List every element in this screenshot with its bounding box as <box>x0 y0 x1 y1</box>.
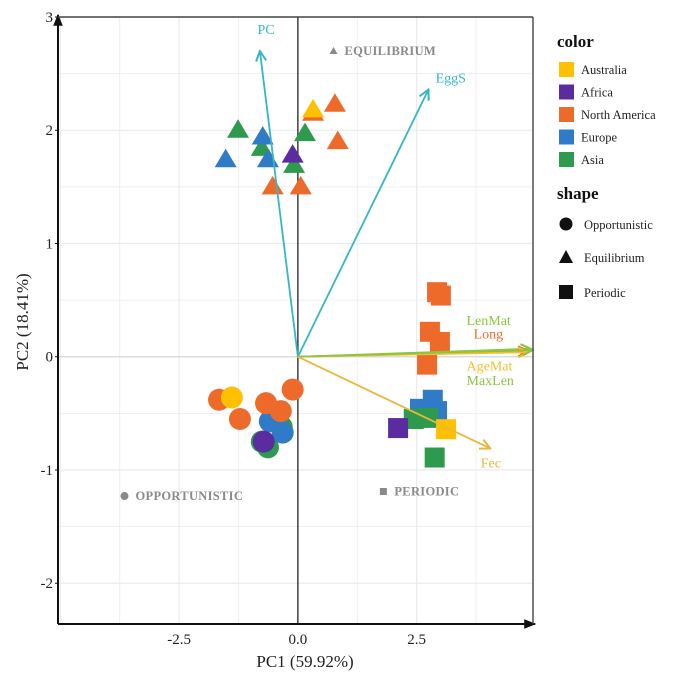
legend-swatch-europe <box>559 129 574 145</box>
annotation-label: EQUILIBRIUM <box>345 44 437 58</box>
legend-label: Periodic <box>584 286 626 300</box>
vector-label-maxlen: MaxLen <box>467 374 514 389</box>
point-triangle <box>227 119 250 138</box>
legend-shape-title: shape <box>557 184 599 203</box>
legend: color Australia Africa North America Europe… <box>557 32 656 300</box>
point-triangle <box>323 93 346 112</box>
point-circle <box>269 400 292 423</box>
loading-vector-eggs <box>297 89 429 358</box>
y-tick-label: -1 <box>41 463 54 479</box>
x-tick-label: 0.0 <box>289 632 308 648</box>
loading-vector-pc <box>260 51 299 357</box>
loading-vector-fec <box>297 355 490 449</box>
reference-lines <box>58 17 533 624</box>
grid <box>58 17 533 624</box>
point-circle <box>252 430 275 453</box>
group-annotations: EQUILIBRIUM OPPORTUNISTIC PERIODIC <box>120 44 459 503</box>
x-tick-label: -2.5 <box>167 632 191 648</box>
vector-label-fec: Fec <box>481 457 501 472</box>
annotation-label: OPPORTUNISTIC <box>136 489 244 503</box>
annotation-circle-icon <box>120 492 129 501</box>
legend-color-title: color <box>557 32 594 51</box>
point-square <box>424 447 445 468</box>
legend-label: Equilibrium <box>584 251 645 265</box>
point-triangle <box>283 154 306 173</box>
annotation-triangle-icon <box>329 46 338 54</box>
point-triangle <box>251 126 274 145</box>
vector-label-agemat: AgeMat <box>467 359 513 374</box>
legend-triangle-icon <box>559 250 573 263</box>
point-circle <box>271 421 294 444</box>
vector-label-eggs: EggS <box>436 72 466 87</box>
loading-vector-maxlen <box>297 350 533 358</box>
point-square <box>417 354 438 375</box>
data-points <box>208 93 457 468</box>
y-tick-label: -2 <box>41 576 54 592</box>
legend-label: North America <box>581 108 656 122</box>
vector-label-lenmat: LenMat <box>467 314 511 329</box>
x-axis-title: PC1 (59.92%) <box>256 652 353 671</box>
legend-swatch-australia <box>559 62 574 77</box>
point-triangle <box>214 148 237 168</box>
axes <box>53 13 537 629</box>
annotation-square-icon <box>379 488 387 496</box>
legend-square-icon <box>559 285 573 299</box>
annotation-label: PERIODIC <box>394 485 459 499</box>
legend-swatch-asia <box>559 152 574 167</box>
vector-label-pc: PC <box>258 23 275 38</box>
legend-swatch-africa <box>559 84 574 100</box>
point-square <box>436 419 457 440</box>
point-square <box>430 285 451 306</box>
point-circle <box>220 386 243 409</box>
point-triangle <box>294 122 316 142</box>
legend-label: Opportunistic <box>584 218 653 232</box>
point-triangle <box>326 130 349 150</box>
point-square <box>388 418 409 439</box>
point-square <box>429 332 450 353</box>
point-circle <box>281 378 304 401</box>
y-tick-label: 3 <box>46 10 54 26</box>
y-tick-label: 1 <box>46 236 54 252</box>
legend-label: Africa <box>581 86 613 100</box>
y-axis-title: PC2 (18.41%) <box>13 273 32 370</box>
x-tick-label: 2.5 <box>407 632 426 648</box>
legend-label: Australia <box>581 63 627 77</box>
legend-label: Europe <box>581 131 618 145</box>
legend-circle-icon <box>559 217 573 231</box>
y-tick-label: 2 <box>46 123 54 139</box>
vector-label-long: Long <box>474 328 504 343</box>
point-triangle <box>302 98 325 118</box>
y-tick-label: 0 <box>46 350 54 366</box>
tick-labels: -2.5 0.0 2.5 -2 -1 0 1 2 3 <box>41 10 427 648</box>
point-triangle <box>289 175 312 195</box>
legend-label: Asia <box>581 153 604 167</box>
legend-swatch-north-america <box>559 107 574 122</box>
point-circle <box>228 408 251 431</box>
point-triangle <box>261 175 284 195</box>
point-triangle <box>281 144 304 163</box>
